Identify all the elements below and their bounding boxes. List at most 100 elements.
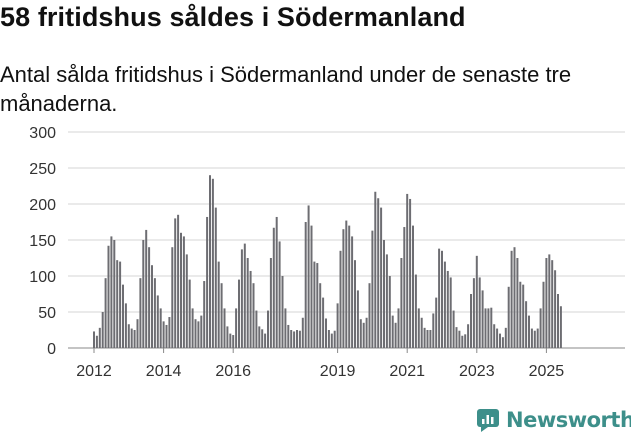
bar [290, 330, 293, 348]
bar [545, 258, 548, 348]
bar [414, 274, 417, 348]
bar [296, 330, 298, 348]
bar [93, 331, 95, 348]
bar [432, 313, 435, 348]
bar [490, 307, 493, 348]
bar [519, 281, 522, 348]
x-tick-label: 2016 [215, 363, 251, 380]
bar [403, 227, 406, 348]
bar [194, 319, 197, 348]
bar [98, 327, 101, 348]
bar [435, 297, 438, 348]
bar [348, 225, 351, 348]
bar [133, 330, 136, 348]
bar [127, 324, 130, 348]
y-tick-label: 150 [29, 233, 56, 250]
bar [240, 249, 243, 348]
bar [272, 227, 275, 348]
bar [412, 225, 414, 348]
bar [229, 333, 232, 348]
bar [417, 308, 420, 348]
bar [180, 232, 182, 348]
x-tick-label: 2012 [76, 363, 112, 380]
bar [191, 308, 194, 348]
bar [226, 326, 229, 348]
x-tick-label: 2023 [459, 363, 495, 380]
bar [209, 175, 211, 348]
bar [310, 225, 313, 348]
bar [391, 315, 394, 348]
bar [168, 317, 171, 348]
x-tick-label: 2014 [146, 363, 182, 380]
bar [336, 303, 339, 348]
bar [464, 334, 467, 348]
bar [530, 328, 533, 348]
bar [217, 261, 220, 348]
x-tick-label: 2025 [529, 363, 565, 380]
bar [504, 327, 507, 348]
bar-chart: 0 50 100 150 200 250 300 2012 2014 2016 2019 2021 20… [29, 118, 625, 380]
bar [261, 329, 264, 348]
bar [301, 317, 304, 348]
bar [339, 250, 342, 348]
bar [95, 335, 98, 348]
bar [499, 333, 501, 348]
bar [493, 324, 496, 348]
bar [188, 279, 191, 348]
bar [220, 283, 223, 348]
bar [478, 277, 481, 348]
bar [542, 281, 545, 348]
bar [388, 276, 391, 348]
bar [293, 331, 296, 348]
bar [400, 258, 403, 348]
bar [554, 270, 557, 348]
bar [113, 240, 116, 348]
bar [507, 286, 510, 348]
bar [449, 277, 452, 348]
bar [528, 315, 530, 348]
bar [559, 306, 562, 348]
bar [551, 260, 554, 348]
bar [533, 330, 536, 348]
bar [351, 236, 354, 348]
bar [203, 281, 206, 348]
bar [374, 191, 377, 348]
bar [368, 283, 371, 348]
bar [287, 324, 290, 348]
bar [177, 214, 180, 348]
bar [185, 254, 188, 348]
bar [522, 284, 525, 348]
bar [406, 193, 409, 348]
chart-subtitle: Antal sålda fritidshus i Södermanland un… [0, 62, 572, 116]
bar [452, 310, 455, 348]
bar [232, 335, 235, 348]
newsworthy-logo: Newsworthy [476, 408, 631, 432]
bar [377, 198, 380, 348]
bar [548, 254, 551, 348]
bar [472, 278, 475, 348]
bar [380, 207, 383, 348]
bar [139, 278, 142, 348]
bar [258, 326, 261, 348]
bar [316, 263, 319, 348]
bar [365, 317, 368, 348]
bar [119, 261, 122, 348]
bar [142, 240, 145, 348]
bar [356, 290, 359, 348]
bar [333, 330, 336, 348]
bar [116, 260, 119, 348]
bar [162, 321, 165, 348]
bar [342, 229, 345, 348]
bar [223, 308, 226, 348]
bar [136, 319, 139, 348]
bar [438, 248, 441, 348]
bar [461, 335, 464, 348]
bar [104, 278, 107, 348]
bar [397, 308, 400, 348]
bar [496, 328, 499, 348]
bar [206, 216, 209, 348]
bar [255, 310, 258, 348]
bar [443, 261, 446, 348]
bar [130, 328, 133, 348]
x-tick-label: 2019 [320, 363, 356, 380]
